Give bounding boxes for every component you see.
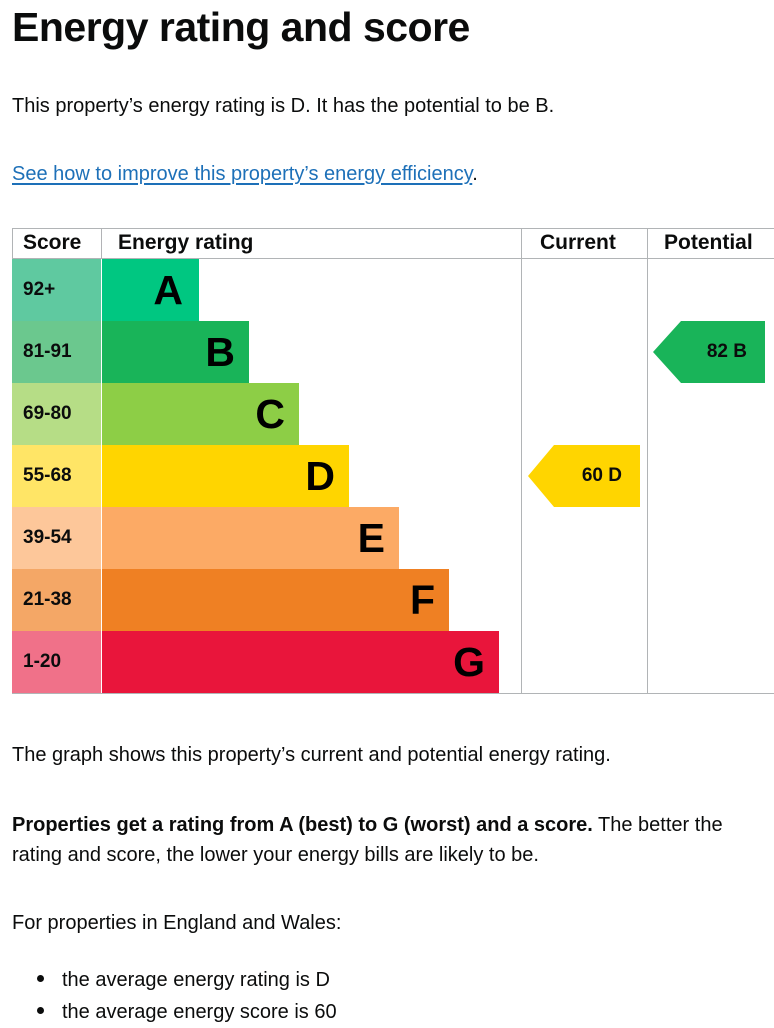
- england-wales-text: For properties in England and Wales:: [12, 912, 342, 934]
- score-range-a: 92+: [12, 259, 101, 321]
- average-rating-text: the average energy rating is D: [62, 969, 330, 991]
- energy-rating-chart: Score Energy rating Current Potential 92…: [12, 228, 774, 694]
- list-item: the average energy rating is D: [12, 964, 337, 996]
- chart-left-border: [12, 228, 13, 258]
- score-divider: [101, 228, 102, 258]
- score-range-d: 55-68: [12, 445, 101, 507]
- chart-top-border: [12, 228, 774, 229]
- rating-bar-g: G: [102, 631, 499, 693]
- header-score: Score: [23, 231, 82, 254]
- page-title: Energy rating and score: [12, 4, 470, 50]
- list-item: the average energy score is 60: [12, 996, 337, 1028]
- score-range-c: 69-80: [12, 383, 101, 445]
- improve-efficiency-link[interactable]: See how to improve this property’s energ…: [12, 163, 473, 185]
- rating-bar-e: E: [102, 507, 399, 569]
- rating-bar-c: C: [102, 383, 299, 445]
- graph-description: The graph shows this property’s current …: [12, 744, 611, 766]
- current-rating-label: 60 D: [581, 465, 622, 486]
- improve-link-line: See how to improve this property’s energ…: [12, 159, 478, 189]
- link-suffix: .: [472, 163, 478, 185]
- header-energy-rating: Energy rating: [118, 231, 254, 254]
- chart-bottom-border: [12, 693, 774, 694]
- rating-bar-b: B: [102, 321, 249, 383]
- potential-arrow-shape: [653, 321, 765, 383]
- averages-list: the average energy rating is D the avera…: [12, 964, 337, 1028]
- header-current: Current: [540, 231, 616, 254]
- score-range-e: 39-54: [12, 507, 101, 569]
- current-column-divider: [521, 228, 522, 694]
- score-range-g: 1-20: [12, 631, 101, 693]
- rating-bar-f: F: [102, 569, 449, 631]
- intro-text: This property’s energy rating is D. It h…: [12, 95, 555, 117]
- score-range-f: 21-38: [12, 569, 101, 631]
- current-rating-arrow: 60 D: [528, 445, 640, 507]
- ratings-explanation: Properties get a rating from A (best) to…: [12, 810, 772, 870]
- rating-bar-d: D: [102, 445, 349, 507]
- ratings-bold-text: Properties get a rating from A (best) to…: [12, 814, 593, 836]
- current-arrow-shape: [528, 445, 640, 507]
- potential-column-divider: [647, 228, 648, 694]
- bullet-icon: [37, 975, 44, 983]
- header-bottom-border: [12, 258, 774, 259]
- header-potential: Potential: [664, 231, 753, 254]
- potential-rating-label: 82 B: [706, 341, 747, 362]
- ratings-rest-text: The better the rating and score, the low…: [12, 814, 723, 866]
- score-range-b: 81-91: [12, 321, 101, 383]
- average-score-text: the average energy score is 60: [62, 1001, 337, 1023]
- potential-rating-arrow: 82 B: [653, 321, 765, 383]
- rating-bar-a: A: [102, 259, 199, 321]
- bullet-icon: [37, 1007, 44, 1015]
